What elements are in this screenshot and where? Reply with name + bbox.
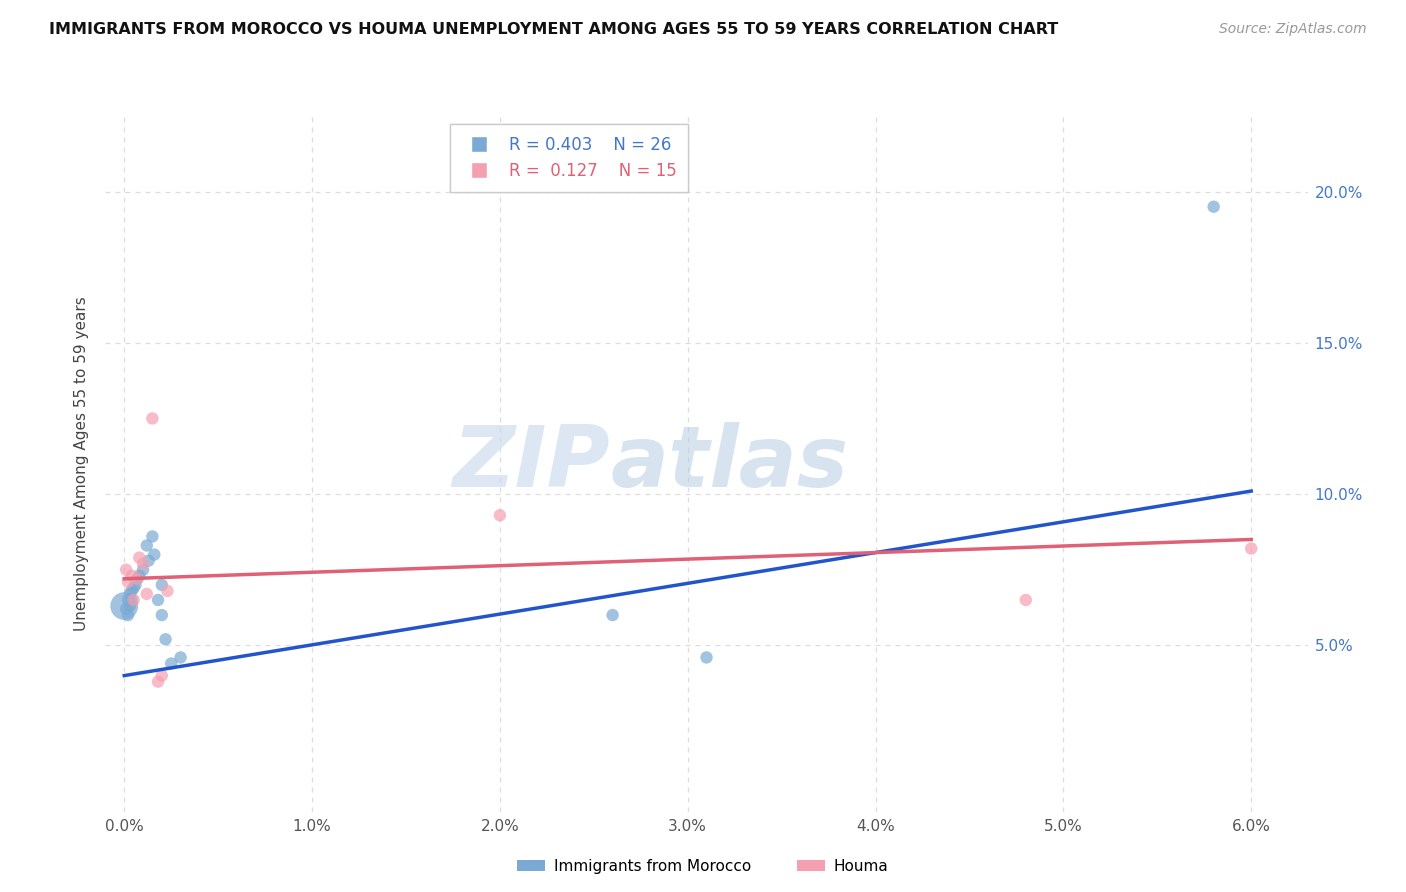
Point: [122, 593, 145, 607]
Point: [118, 599, 141, 613]
Point: [141, 411, 163, 425]
Point: [117, 608, 139, 623]
Point: [121, 593, 143, 607]
Point: [156, 583, 179, 598]
Point: [489, 508, 512, 523]
Point: [1240, 541, 1263, 556]
Text: IMMIGRANTS FROM MOROCCO VS HOUMA UNEMPLOYMENT AMONG AGES 55 TO 59 YEARS CORRELAT: IMMIGRANTS FROM MOROCCO VS HOUMA UNEMPLO…: [49, 22, 1059, 37]
Point: [117, 593, 139, 607]
Point: [150, 608, 173, 623]
Point: [124, 578, 146, 592]
Point: [146, 674, 169, 689]
Point: [150, 578, 173, 592]
Point: [132, 557, 155, 571]
Point: [118, 587, 141, 601]
Point: [121, 568, 143, 582]
Text: ZIP: ZIP: [453, 422, 610, 506]
Point: [160, 657, 183, 671]
Y-axis label: Unemployment Among Ages 55 to 59 years: Unemployment Among Ages 55 to 59 years: [75, 296, 90, 632]
Point: [143, 548, 166, 562]
Point: [135, 587, 157, 601]
Point: [115, 602, 138, 616]
Point: [121, 583, 143, 598]
Point: [1015, 593, 1038, 607]
Point: [602, 608, 624, 623]
Point: [127, 572, 149, 586]
Point: [115, 563, 138, 577]
Point: [128, 568, 150, 582]
Legend: R = 0.403    N = 26, R =  0.127    N = 15: R = 0.403 N = 26, R = 0.127 N = 15: [450, 124, 688, 192]
Point: [1202, 200, 1225, 214]
Point: [141, 529, 163, 543]
Point: [128, 550, 150, 565]
Point: [127, 572, 149, 586]
Point: [132, 563, 155, 577]
Point: [135, 539, 157, 553]
Point: [117, 574, 139, 589]
Point: [146, 593, 169, 607]
Point: [112, 599, 135, 613]
Point: [150, 668, 173, 682]
Text: Source: ZipAtlas.com: Source: ZipAtlas.com: [1219, 22, 1367, 37]
Point: [155, 632, 177, 647]
Point: [169, 650, 191, 665]
Point: [122, 581, 145, 595]
Point: [695, 650, 717, 665]
Legend: Immigrants from Morocco, Houma: Immigrants from Morocco, Houma: [512, 853, 894, 880]
Text: atlas: atlas: [610, 422, 848, 506]
Point: [138, 554, 160, 568]
